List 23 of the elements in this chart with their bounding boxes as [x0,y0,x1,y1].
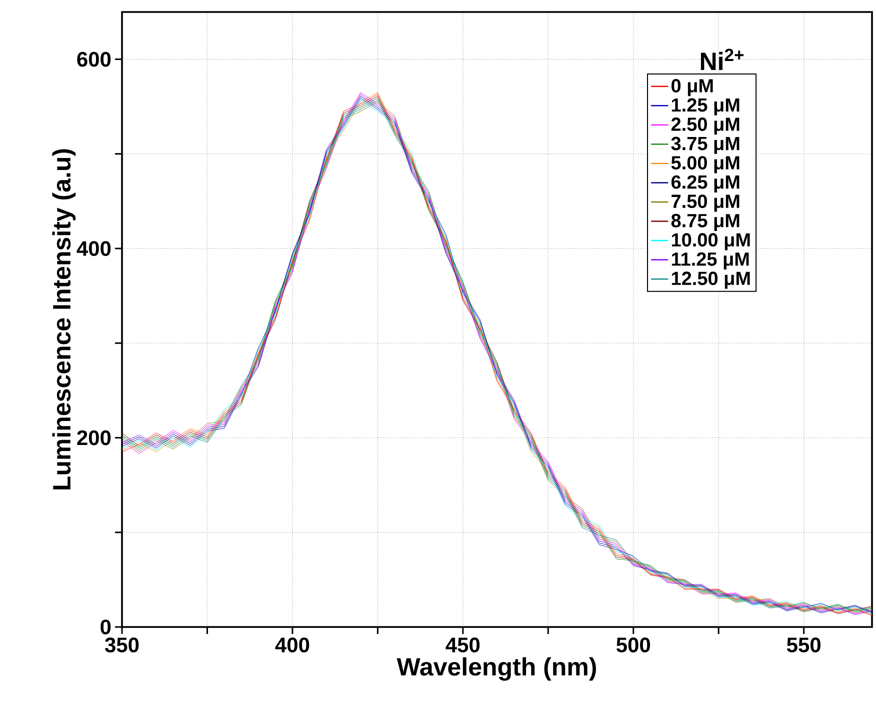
x-tick-label: 550 [786,638,820,652]
legend-label: 5.00 μM [671,156,740,174]
y-axis-title: Luminescence Intensity (a.u) [52,149,76,490]
legend-label: 1.25 μM [672,98,740,116]
y-tick-label: 600 [77,52,111,67]
x-tick-label: 450 [446,638,480,652]
legend-label: 2.50 μM [671,118,740,135]
y-tick-label: 200 [77,430,111,446]
legend-label: 12.50 μM [672,272,750,289]
x-tick-label: 500 [616,638,650,652]
legend-label: 6.25 μM [671,175,740,192]
legend-title: Ni$^{2+}$ [700,48,744,70]
y-tick-label: 400 [76,241,111,256]
x-tick-label: 400 [275,638,310,652]
legend-label: 8.75 μM [671,214,740,231]
legend-label: 0 μM [672,79,713,96]
x-tick-label: 350 [104,638,139,652]
legend-label: 11.25 μM [672,252,749,270]
legend-label: 7.50 μM [672,194,740,212]
legend-label: 3.75 μM [671,136,740,154]
x-axis-title: Wavelength (nm) [396,657,596,681]
y-tick-label: 0 [100,620,111,634]
legend-label: 10.00 μM [672,233,750,250]
